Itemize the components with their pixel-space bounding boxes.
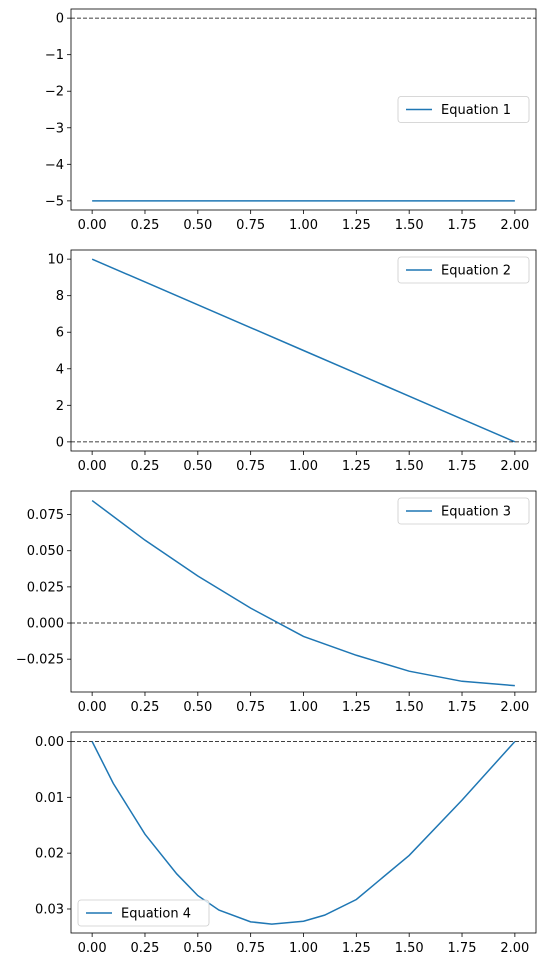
x-tick-label-1-6: 1.50 [395, 218, 424, 233]
legend-2: Equation 2 [397, 256, 530, 284]
x-tick-label-4-1: 0.25 [131, 941, 160, 956]
x-tick-label-2-4: 1.00 [289, 459, 318, 474]
y-tick-label-1-0: 0 [56, 12, 64, 27]
x-tick-label-1-4: 1.00 [289, 218, 318, 233]
x-tick-label-4-5: 1.25 [342, 941, 371, 956]
legend-box-2 [397, 256, 530, 284]
x-tick-label-2-2: 0.50 [183, 459, 212, 474]
y-tick-label-1-4: −4 [45, 158, 64, 173]
x-tick-label-1-5: 1.25 [342, 218, 371, 233]
legend-1: Equation 1 [397, 96, 530, 123]
x-tick-label-3-8: 2.00 [500, 700, 529, 715]
legend-label-2: Equation 2 [441, 264, 511, 279]
legend-label-3: Equation 3 [441, 505, 511, 520]
series-line-4 [91, 740, 516, 925]
x-tick-label-2-3: 0.75 [236, 459, 265, 474]
y-tick-label-4-0: 0.00 [35, 735, 64, 750]
legend-label-4: Equation 4 [121, 907, 191, 922]
x-tick-label-2-7: 1.75 [448, 459, 477, 474]
y-tick-label-3-0: −0.025 [16, 653, 64, 668]
x-tick-label-3-7: 1.75 [448, 700, 477, 715]
y-tick-label-2-2: 4 [56, 362, 64, 377]
y-tick-label-4-2: 0.02 [35, 847, 64, 862]
legend-box-4 [77, 899, 210, 927]
x-tick-label-4-8: 2.00 [500, 941, 529, 956]
y-tick-label-3-3: 0.050 [27, 544, 64, 559]
x-tick-label-3-6: 1.50 [395, 700, 424, 715]
x-tick-label-1-8: 2.00 [500, 218, 529, 233]
x-tick-label-1-0: 0.00 [78, 218, 107, 233]
x-tick-label-3-2: 0.50 [183, 700, 212, 715]
x-tick-label-1-2: 0.50 [183, 218, 212, 233]
x-tick-label-4-4: 1.00 [289, 941, 318, 956]
y-tick-label-1-2: −2 [45, 85, 64, 100]
legend-box-1 [397, 96, 530, 123]
x-tick-label-3-5: 1.25 [342, 700, 371, 715]
series-line-2 [91, 258, 516, 443]
y-tick-label-3-1: 0.000 [27, 617, 64, 632]
subplot-4: 0.00 0.25 0.50 0.75 1.00 1.25 1.50 1.75 2.00 0.00… [35, 731, 537, 956]
y-tick-label-2-5: 10 [47, 253, 64, 268]
legend-box-3 [397, 497, 530, 525]
x-tick-label-4-7: 1.75 [448, 941, 477, 956]
y-tick-label-1-3: −3 [45, 121, 64, 136]
legend-4: Equation 4 [77, 899, 210, 927]
y-tick-label-3-2: 0.025 [27, 580, 64, 595]
subplot-3: 0.00 0.25 0.50 0.75 1.00 1.25 1.50 1.75 2.00 −0.0… [16, 490, 537, 715]
x-tick-label-1-3: 0.75 [236, 218, 265, 233]
y-tick-label-4-1: 0.01 [35, 791, 64, 806]
y-tick-label-2-3: 6 [56, 326, 64, 341]
x-tick-label-2-1: 0.25 [131, 459, 160, 474]
subplot-2: 0.00 0.25 0.50 0.75 1.00 1.25 1.50 1.75 2.00 0 2 4 6… [47, 249, 537, 474]
x-tick-label-1-7: 1.75 [448, 218, 477, 233]
x-tick-label-3-4: 1.00 [289, 700, 318, 715]
y-tick-label-1-5: −5 [45, 194, 64, 209]
y-tick-label-1-1: −1 [45, 48, 64, 63]
x-tick-label-2-0: 0.00 [78, 459, 107, 474]
y-tick-label-3-4: 0.075 [27, 508, 64, 523]
y-tick-label-2-4: 8 [56, 289, 64, 304]
subplot-1: 0.00 0.25 0.50 0.75 1.00 1.25 1.50 1.75 2.00 0 −1 −… [45, 8, 537, 233]
y-tick-label-2-0: 0 [56, 435, 64, 450]
x-tick-label-3-3: 0.75 [236, 700, 265, 715]
x-tick-label-1-1: 0.25 [131, 218, 160, 233]
x-tick-label-2-5: 1.25 [342, 459, 371, 474]
y-tick-label-2-1: 2 [56, 399, 64, 414]
x-tick-label-3-1: 0.25 [131, 700, 160, 715]
x-tick-label-4-0: 0.00 [78, 941, 107, 956]
legend-label-1: Equation 1 [441, 103, 511, 118]
legend-3: Equation 3 [397, 497, 530, 525]
y-tick-label-4-3: 0.03 [35, 902, 64, 917]
series-line-3 [91, 499, 515, 687]
x-tick-label-4-6: 1.50 [395, 941, 424, 956]
x-tick-label-3-0: 0.00 [78, 700, 107, 715]
x-tick-label-4-2: 0.50 [183, 941, 212, 956]
x-tick-label-4-3: 0.75 [236, 941, 265, 956]
x-tick-label-2-6: 1.50 [395, 459, 424, 474]
x-tick-label-2-8: 2.00 [500, 459, 529, 474]
